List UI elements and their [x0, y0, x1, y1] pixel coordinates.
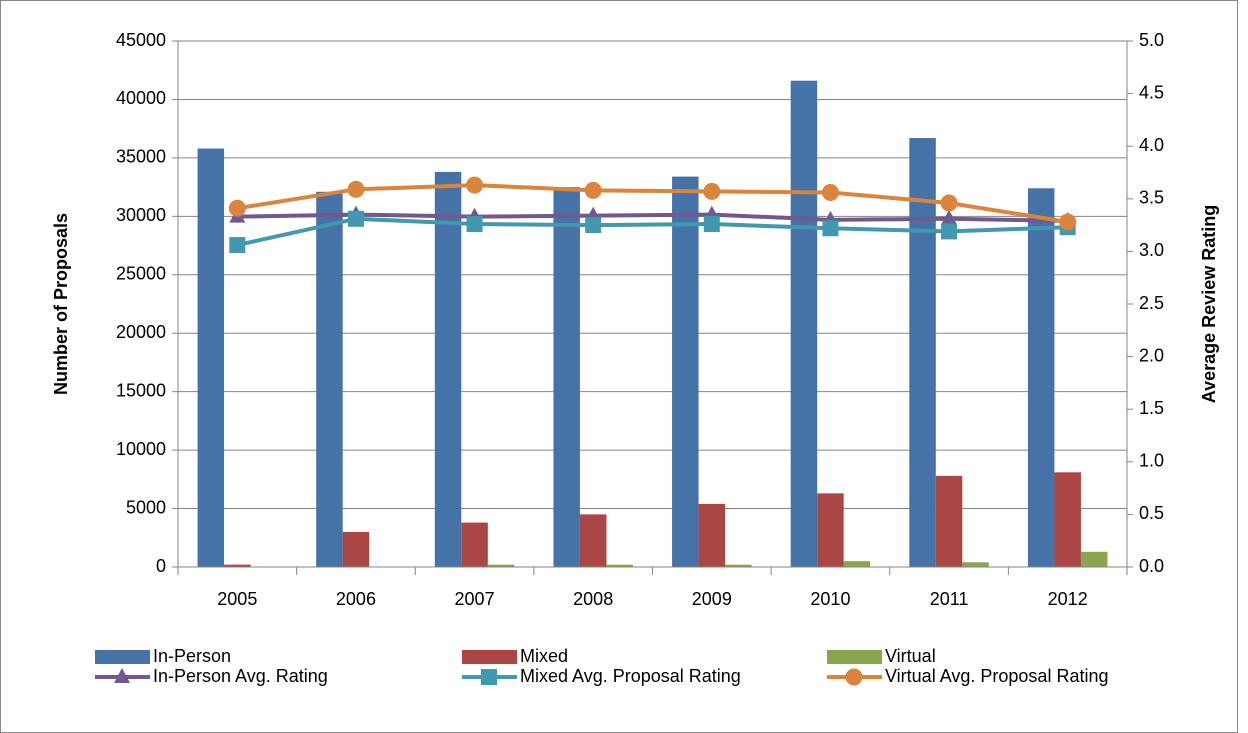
legend-marker — [845, 668, 863, 686]
y-tick-label: 10000 — [116, 439, 166, 459]
marker — [940, 194, 958, 212]
y-tick-label: 45000 — [116, 30, 166, 50]
marker — [466, 176, 484, 194]
y-tick-label: 20000 — [116, 322, 166, 342]
marker — [229, 237, 246, 254]
x-tick-label: 2012 — [1048, 589, 1088, 609]
bar — [698, 503, 726, 567]
bar — [1027, 188, 1055, 567]
bar — [461, 522, 488, 567]
y2-tick-label: 1.0 — [1139, 451, 1164, 471]
x-tick-label: 2009 — [692, 589, 732, 609]
y2-tick-label: 3.5 — [1139, 188, 1164, 208]
y2-tick-label: 0.5 — [1139, 503, 1164, 523]
marker — [703, 216, 720, 233]
marker — [822, 220, 839, 237]
y2-tick-label: 2.0 — [1139, 345, 1164, 365]
bar — [817, 493, 844, 567]
bar — [197, 148, 225, 567]
line — [236, 183, 1069, 224]
legend-marker — [114, 668, 130, 683]
bar — [553, 187, 580, 567]
marker — [584, 181, 602, 199]
marker — [821, 183, 839, 201]
y-tick-label: 0 — [156, 556, 166, 576]
marker — [228, 199, 246, 217]
bar — [843, 561, 871, 567]
marker — [703, 182, 721, 200]
y-tick-label: 30000 — [116, 205, 166, 225]
x-tick-label: 2006 — [336, 589, 376, 609]
y-tick-label: 15000 — [116, 380, 166, 400]
marker — [1059, 213, 1077, 231]
line — [237, 212, 1068, 223]
bar — [316, 191, 343, 567]
marker — [941, 223, 958, 240]
bar — [962, 562, 989, 567]
y-axis-title: Number of Proposals — [51, 213, 71, 395]
y2-tick-label: 0.0 — [1139, 556, 1164, 576]
bar — [1080, 551, 1108, 567]
bar — [342, 531, 370, 567]
y2-tick-label: 4.5 — [1139, 82, 1164, 102]
bar — [1054, 472, 1081, 567]
marker — [466, 216, 483, 233]
legend-marker — [481, 669, 497, 685]
legend-label: In-Person — [153, 646, 231, 666]
y2-tick-label: 4.0 — [1139, 135, 1164, 155]
bar — [487, 564, 515, 567]
x-tick-label: 2010 — [810, 589, 850, 609]
legend-swatch — [95, 650, 150, 664]
legend-swatch — [827, 650, 882, 664]
y2-axis-title: Average Review Rating — [1199, 205, 1219, 403]
bar — [606, 564, 633, 567]
legend-label: Virtual Avg. Proposal Rating — [885, 666, 1108, 686]
y-tick-label: 35000 — [116, 147, 166, 167]
y2-tick-label: 5.0 — [1139, 30, 1164, 50]
x-tick-label: 2011 — [930, 589, 969, 609]
y2-tick-label: 2.5 — [1139, 293, 1164, 313]
y2-tick-label: 1.5 — [1139, 398, 1164, 418]
bar — [672, 176, 699, 567]
bar — [434, 171, 462, 567]
marker — [585, 217, 602, 234]
x-tick-label: 2007 — [455, 589, 495, 609]
legend-label: Mixed — [520, 646, 568, 666]
legend-label: Virtual — [885, 646, 936, 666]
x-tick-label: 2008 — [573, 589, 613, 609]
y-tick-label: 40000 — [116, 88, 166, 108]
line — [236, 216, 1068, 248]
y-tick-label: 5000 — [126, 497, 166, 517]
y-tick-label: 25000 — [116, 264, 166, 284]
bar — [725, 564, 752, 567]
y2-tick-label: 3.0 — [1139, 240, 1164, 260]
bar — [579, 514, 607, 567]
bar — [935, 475, 963, 567]
marker — [347, 180, 365, 198]
legend-label: Mixed Avg. Proposal Rating — [520, 666, 741, 686]
legend-swatch — [462, 650, 517, 664]
marker — [941, 209, 958, 225]
marker — [347, 210, 364, 227]
legend-label: In-Person Avg. Rating — [153, 666, 328, 686]
x-tick-label: 2005 — [217, 589, 257, 609]
bar — [790, 80, 818, 568]
bar — [909, 138, 936, 568]
bar — [224, 564, 251, 567]
